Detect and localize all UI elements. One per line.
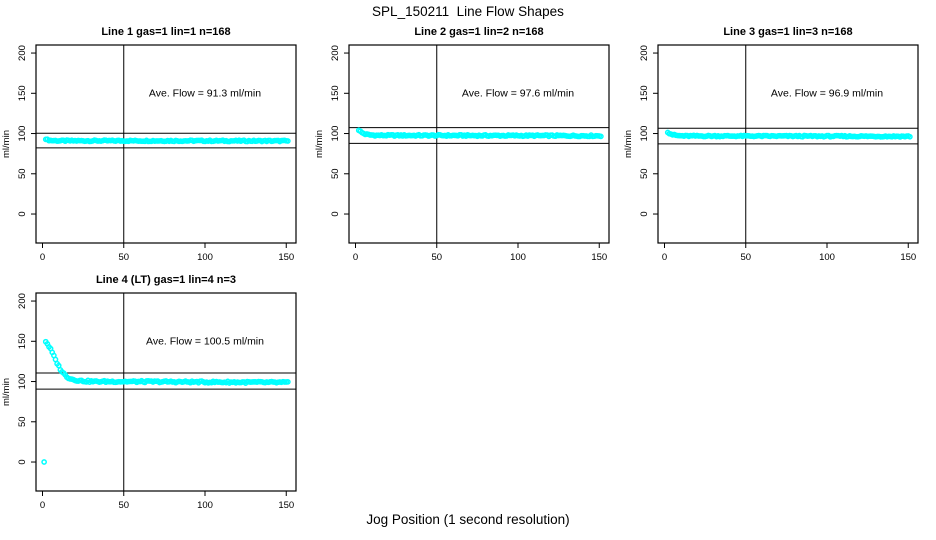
- plot-box: [35, 44, 297, 244]
- x-tick-label: 50: [740, 252, 751, 263]
- x-tick-label: 150: [278, 252, 294, 263]
- y-tick-label: 0: [330, 211, 341, 216]
- x-tick-label: 100: [510, 252, 526, 263]
- panel-title: Line 1 gas=1 lin=1 n=168: [101, 26, 230, 38]
- y-tick-label: 50: [17, 168, 28, 179]
- y-tick-label: 200: [17, 45, 28, 61]
- ave-flow-annotation: Ave. Flow = 97.6 ml/min: [462, 87, 574, 99]
- data-point: [285, 138, 291, 144]
- panel-line-4: Line 4 (LT) gas=1 lin=4 n=3 0 50 100 150 0 50 1…: [1, 274, 297, 511]
- chart-title: SPL_150211 Line Flow Shapes: [372, 4, 564, 19]
- y-tick-label: 200: [639, 45, 650, 61]
- y-axis-unit-label: ml/min: [623, 130, 634, 158]
- y-tick-label: 50: [17, 416, 28, 427]
- data-point: [598, 133, 604, 140]
- y-tick-label: 200: [17, 293, 28, 309]
- y-tick-label: 150: [639, 85, 650, 101]
- panel-line-1: Line 1 gas=1 lin=1 n=168 0 50 100 150 0 50 100 1…: [1, 26, 297, 263]
- y-axis-unit-label: ml/min: [314, 130, 325, 158]
- y-tick-label: 150: [17, 85, 28, 101]
- x-tick-label: 0: [353, 252, 358, 263]
- y-axis-unit-label: ml/min: [1, 378, 12, 406]
- x-tick-label: 150: [278, 500, 294, 511]
- y-tick-label: 0: [17, 459, 28, 464]
- panel-title: Line 3 gas=1 lin=3 n=168: [723, 26, 852, 38]
- x-tick-label: 150: [591, 252, 607, 263]
- x-tick-label: 100: [197, 252, 213, 263]
- ave-flow-annotation: Ave. Flow = 100.5 ml/min: [146, 335, 264, 347]
- ave-flow-annotation: Ave. Flow = 96.9 ml/min: [771, 87, 883, 99]
- x-tick-label: 100: [197, 500, 213, 511]
- y-tick-label: 0: [639, 211, 650, 216]
- x-tick-label: 0: [662, 252, 667, 263]
- x-tick-label: 100: [819, 252, 835, 263]
- panel-line-3: Line 3 gas=1 lin=3 n=168 0 50 100 150 0 50 100 1…: [623, 26, 919, 263]
- x-tick-label: 0: [40, 500, 45, 511]
- data-point-outlier: [41, 459, 47, 465]
- x-tick-label: 150: [900, 252, 916, 263]
- x-axis-label: Jog Position (1 second resolution): [366, 512, 570, 527]
- y-tick-label: 150: [330, 85, 341, 101]
- y-tick-label: 200: [330, 45, 341, 61]
- y-tick-label: 100: [17, 126, 28, 142]
- y-tick-label: 50: [330, 168, 341, 179]
- data-point: [285, 379, 291, 385]
- x-tick-label: 50: [118, 252, 129, 263]
- panel-title: Line 2 gas=1 lin=2 n=168: [414, 26, 543, 38]
- y-tick-label: 0: [17, 211, 28, 216]
- y-tick-label: 150: [17, 333, 28, 349]
- y-tick-label: 100: [17, 374, 28, 390]
- y-tick-label: 100: [639, 126, 650, 142]
- panel-line-2: Line 2 gas=1 lin=2 n=168 0 50 100 150 0 50 100 1…: [314, 26, 610, 263]
- plot-box: [35, 292, 297, 492]
- x-tick-label: 50: [431, 252, 442, 263]
- y-tick-label: 100: [330, 126, 341, 142]
- panel-title: Line 4 (LT) gas=1 lin=4 n=3: [96, 274, 236, 286]
- x-tick-label: 50: [118, 500, 129, 511]
- y-tick-label: 50: [639, 168, 650, 179]
- x-tick-label: 0: [40, 252, 45, 263]
- plot-box: [348, 44, 610, 244]
- ave-flow-annotation: Ave. Flow = 91.3 ml/min: [149, 87, 261, 99]
- data-point: [907, 133, 913, 140]
- y-axis-unit-label: ml/min: [1, 130, 12, 158]
